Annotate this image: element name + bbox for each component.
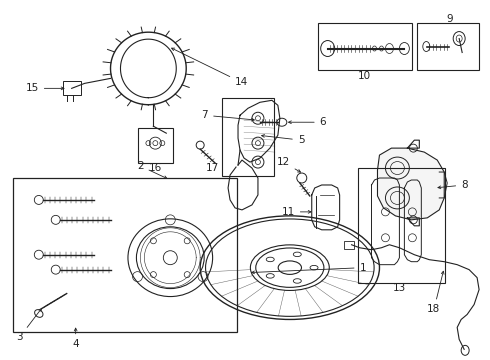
Text: 9: 9: [446, 14, 453, 24]
Bar: [222, 98, 274, 176]
Text: 4: 4: [73, 328, 79, 349]
Text: 5: 5: [262, 135, 304, 145]
Text: 2: 2: [137, 161, 167, 179]
Text: 10: 10: [358, 71, 371, 81]
Bar: [343, 241, 354, 249]
Text: 12: 12: [276, 157, 300, 172]
Text: 15: 15: [25, 84, 64, 93]
Text: 6: 6: [289, 117, 326, 127]
Text: 1: 1: [252, 263, 366, 274]
Bar: [417, 23, 479, 71]
Bar: [63, 81, 81, 95]
Text: 8: 8: [438, 180, 468, 190]
Text: 14: 14: [172, 48, 248, 87]
Text: 17: 17: [205, 163, 219, 173]
Text: 16: 16: [149, 163, 162, 173]
Bar: [138, 128, 173, 163]
Bar: [358, 168, 445, 283]
Text: 3: 3: [16, 309, 42, 342]
Text: 13: 13: [393, 283, 406, 293]
Text: 18: 18: [427, 271, 444, 315]
Text: 11: 11: [282, 207, 311, 217]
Text: 7: 7: [201, 110, 254, 121]
Polygon shape: [377, 148, 444, 220]
Bar: [13, 178, 237, 332]
Bar: [318, 23, 413, 71]
